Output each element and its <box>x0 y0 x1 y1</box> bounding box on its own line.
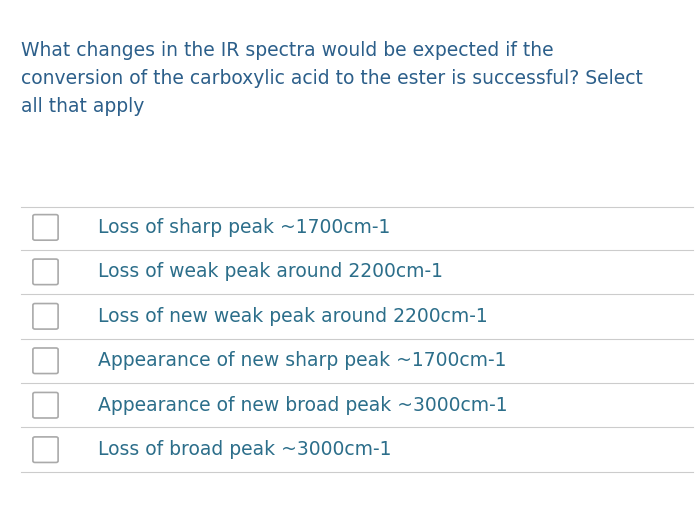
FancyBboxPatch shape <box>33 304 58 329</box>
Text: What changes in the IR spectra would be expected if the
conversion of the carbox: What changes in the IR spectra would be … <box>21 41 643 116</box>
Text: Loss of sharp peak ~1700cm-1: Loss of sharp peak ~1700cm-1 <box>98 218 391 237</box>
Text: Appearance of new broad peak ~3000cm-1: Appearance of new broad peak ~3000cm-1 <box>98 396 508 415</box>
FancyBboxPatch shape <box>33 437 58 462</box>
Text: Loss of weak peak around 2200cm-1: Loss of weak peak around 2200cm-1 <box>98 262 443 282</box>
FancyBboxPatch shape <box>33 259 58 285</box>
FancyBboxPatch shape <box>33 348 58 374</box>
FancyBboxPatch shape <box>33 215 58 240</box>
Text: Loss of broad peak ~3000cm-1: Loss of broad peak ~3000cm-1 <box>98 440 391 459</box>
Text: Appearance of new sharp peak ~1700cm-1: Appearance of new sharp peak ~1700cm-1 <box>98 351 507 370</box>
Text: Loss of new weak peak around 2200cm-1: Loss of new weak peak around 2200cm-1 <box>98 307 488 326</box>
FancyBboxPatch shape <box>33 392 58 418</box>
